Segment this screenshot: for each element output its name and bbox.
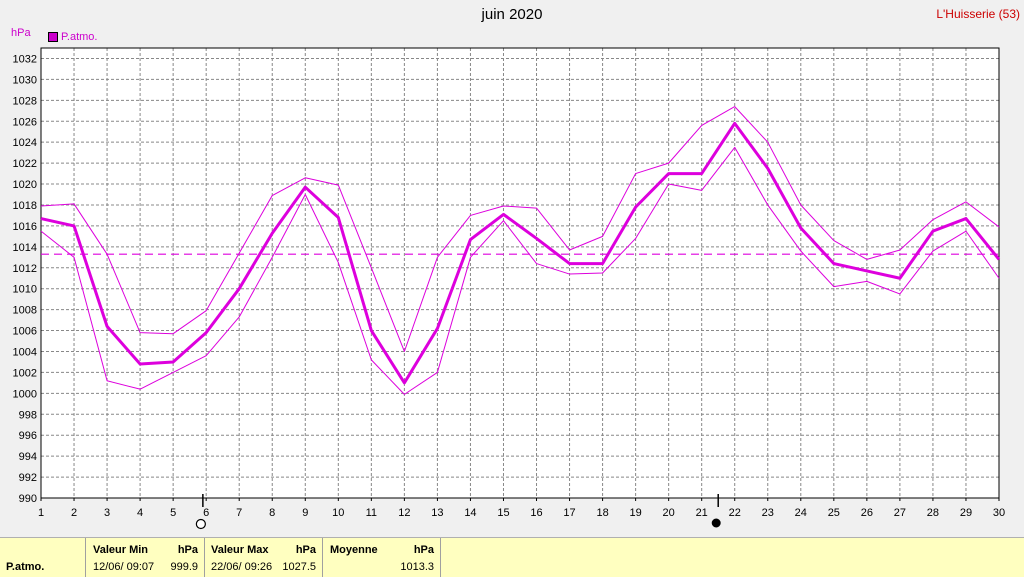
x-tick-label: 4	[137, 507, 143, 519]
stats-min-date: 12/06/ 09:07	[93, 561, 155, 573]
x-tick-label: 3	[104, 507, 110, 519]
stats-min-cell: Valeur Min hPa 12/06/ 09:07 999.9	[86, 538, 205, 577]
stats-avg-header: Moyenne	[330, 544, 378, 556]
x-tick-label: 26	[861, 507, 873, 519]
plot-frame	[40, 47, 1000, 499]
x-tick-label: 30	[993, 507, 1005, 519]
y-tick-label: 994	[19, 451, 37, 463]
x-tick-label: 19	[629, 507, 641, 519]
y-tick-label: 998	[19, 409, 37, 421]
stats-max-cell: Valeur Max hPa 22/06/ 09:26 1027.5	[205, 538, 323, 577]
stats-panel: P.atmo. Valeur Min hPa 12/06/ 09:07 999.…	[0, 537, 1024, 577]
y-tick-label: 990	[19, 493, 37, 505]
y-tick-label: 996	[19, 430, 37, 442]
y-tick-label: 1012	[13, 263, 37, 275]
x-tick-label: 13	[431, 507, 443, 519]
station-name: L'Huisserie (53)	[936, 7, 1020, 21]
pressure-chart: 9909929949969981000100210041006100810101…	[11, 27, 1005, 530]
x-tick-label: 21	[696, 507, 708, 519]
x-tick-label: 11	[366, 507, 377, 519]
y-tick-label: 1026	[13, 116, 37, 128]
y-tick-label: 1018	[13, 200, 37, 212]
stats-max-value: 1027.5	[282, 561, 316, 573]
x-tick-label: 28	[927, 507, 939, 519]
y-tick-label: 1022	[13, 158, 37, 170]
stats-avg-value: 1013.3	[400, 561, 434, 573]
legend-swatch	[48, 32, 58, 42]
y-tick-label: 1032	[13, 53, 37, 65]
y-tick-label: 1020	[13, 179, 37, 191]
stats-min-value: 999.9	[170, 561, 198, 573]
stats-avg-cell: Moyenne hPa 1013.3	[323, 538, 441, 577]
stats-min-unit: hPa	[177, 544, 198, 556]
x-tick-label: 10	[332, 507, 344, 519]
x-tick-label: 29	[960, 507, 972, 519]
y-tick-label: 1002	[13, 367, 37, 379]
series-line-mean	[40, 121, 1001, 385]
full-moon-icon	[195, 518, 206, 530]
x-tick-label: 14	[464, 507, 476, 519]
plot-area	[41, 48, 999, 498]
y-tick-label: 992	[19, 472, 37, 484]
y-tick-label: 1028	[13, 95, 37, 107]
x-tick-label: 5	[170, 507, 176, 519]
x-tick-label: 27	[894, 507, 906, 519]
x-tick-label: 16	[530, 507, 542, 519]
x-tick-label: 12	[398, 507, 410, 519]
new-moon-icon	[711, 518, 721, 528]
y-tick-label: 1016	[13, 221, 37, 233]
x-tick-label: 24	[795, 507, 807, 519]
y-tick-label: 1004	[13, 346, 37, 358]
legend-label: P.atmo.	[61, 31, 98, 43]
y-tick-label: 1030	[13, 74, 37, 86]
y-tick-label: 1000	[13, 388, 37, 400]
y-tick-label: 1006	[13, 326, 37, 338]
x-tick-label: 7	[236, 507, 242, 519]
x-tick-label: 2	[71, 507, 77, 519]
x-tick-label: 23	[762, 507, 774, 519]
stats-avg-unit: hPa	[413, 544, 434, 556]
y-tick-label: 1010	[13, 284, 37, 296]
stats-min-header: Valeur Min	[93, 544, 149, 556]
stats-row-label-cell: P.atmo.	[0, 538, 86, 577]
x-tick-label: 20	[663, 507, 675, 519]
series-line-min	[40, 146, 1000, 395]
y-axis-unit: hPa	[11, 27, 31, 39]
series-line-max	[40, 106, 1000, 352]
stats-row-label: P.atmo.	[6, 561, 45, 573]
x-tick-label: 9	[302, 507, 308, 519]
stats-max-unit: hPa	[295, 544, 316, 556]
x-tick-label: 18	[596, 507, 608, 519]
x-tick-label: 22	[729, 507, 741, 519]
chart-title: juin 2020	[481, 6, 543, 23]
x-tick-label: 25	[828, 507, 840, 519]
x-tick-label: 15	[497, 507, 509, 519]
x-tick-label: 6	[203, 507, 209, 519]
x-tick-label: 8	[269, 507, 275, 519]
y-tick-label: 1008	[13, 305, 37, 317]
x-tick-label: 1	[38, 507, 44, 519]
x-tick-label: 17	[563, 507, 575, 519]
stats-max-header: Valeur Max	[211, 544, 269, 556]
legend: P.atmo.	[48, 31, 98, 43]
y-tick-label: 1014	[13, 242, 37, 254]
y-tick-label: 1024	[13, 137, 37, 149]
stats-max-date: 22/06/ 09:26	[211, 561, 273, 573]
